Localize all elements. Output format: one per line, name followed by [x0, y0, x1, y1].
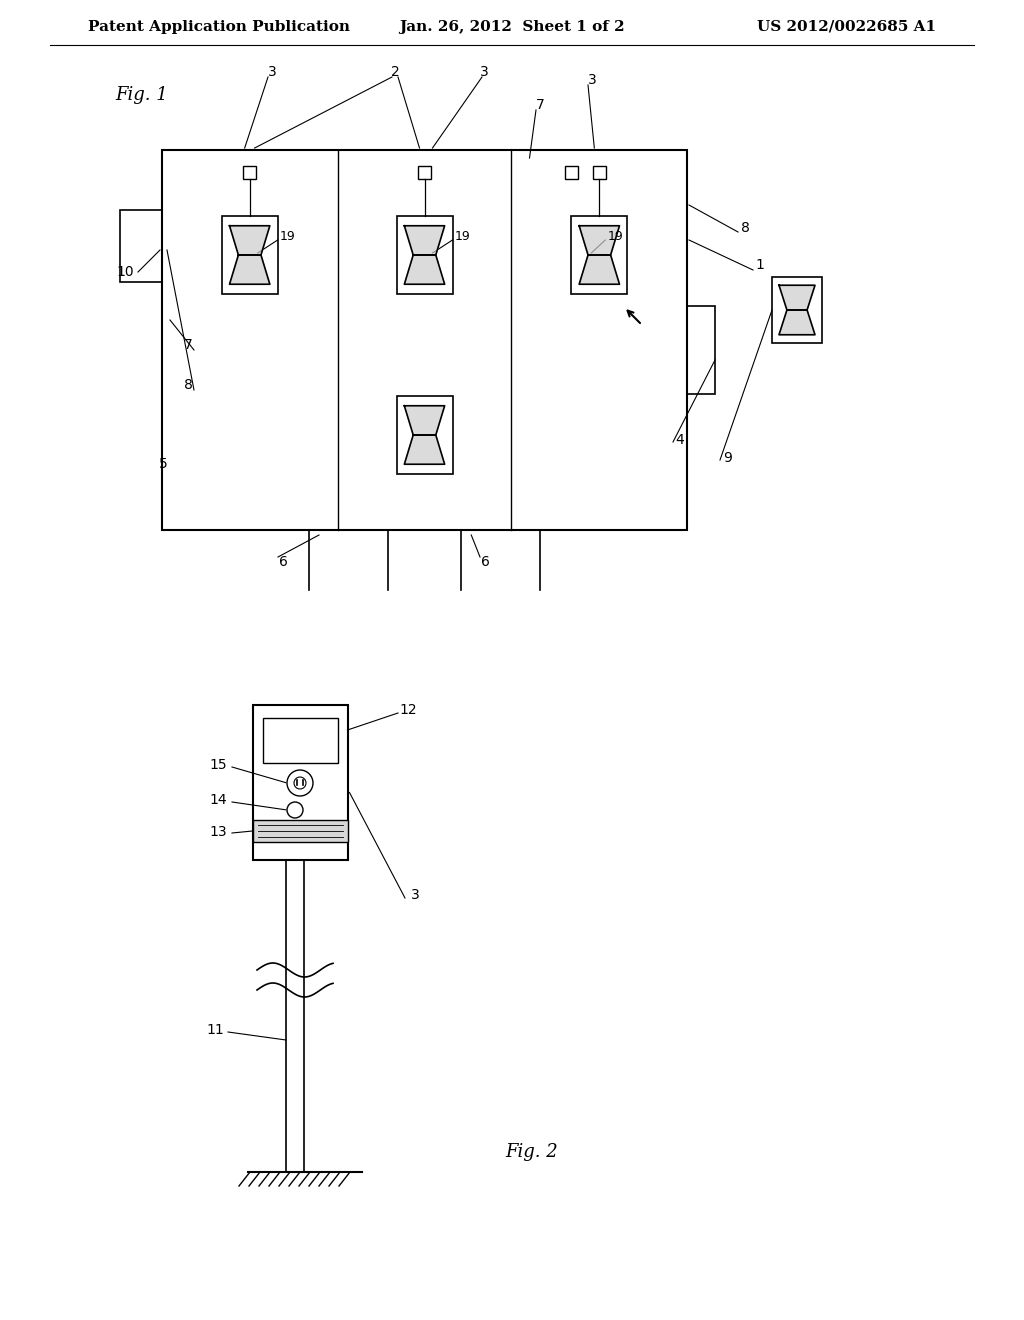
Text: 19: 19 — [280, 231, 296, 243]
Text: 5: 5 — [159, 457, 167, 471]
Bar — [253, 820, 347, 842]
Text: 19: 19 — [455, 231, 470, 243]
Polygon shape — [779, 310, 815, 335]
Text: 11: 11 — [206, 1023, 224, 1038]
Text: Fig. 2: Fig. 2 — [505, 1143, 558, 1162]
Polygon shape — [580, 226, 620, 255]
Text: 8: 8 — [183, 378, 193, 392]
Polygon shape — [580, 255, 620, 284]
Bar — [571, 216, 628, 294]
Bar — [396, 396, 453, 474]
Text: 13: 13 — [209, 825, 226, 840]
Bar — [418, 165, 431, 178]
Bar — [396, 216, 453, 294]
Text: 19: 19 — [607, 231, 623, 243]
Polygon shape — [404, 436, 444, 465]
Bar — [262, 718, 338, 763]
Text: 3: 3 — [588, 73, 596, 87]
Bar — [253, 705, 347, 861]
Text: 6: 6 — [480, 554, 489, 569]
Text: 7: 7 — [183, 338, 193, 352]
Text: Patent Application Publication: Patent Application Publication — [88, 20, 350, 34]
Circle shape — [287, 770, 313, 796]
Text: Jan. 26, 2012  Sheet 1 of 2: Jan. 26, 2012 Sheet 1 of 2 — [399, 20, 625, 34]
Polygon shape — [404, 255, 444, 284]
Text: 14: 14 — [209, 793, 226, 807]
Text: 3: 3 — [267, 65, 276, 79]
Bar — [687, 306, 715, 393]
Text: 10: 10 — [116, 265, 134, 279]
Text: US 2012/0022685 A1: US 2012/0022685 A1 — [757, 20, 936, 34]
Bar — [162, 150, 687, 531]
Text: 1: 1 — [756, 257, 765, 272]
Bar — [120, 210, 162, 282]
Polygon shape — [229, 255, 270, 284]
Text: 4: 4 — [676, 433, 684, 447]
Polygon shape — [779, 285, 815, 310]
Text: Fig. 1: Fig. 1 — [115, 86, 168, 104]
Text: 3: 3 — [479, 65, 488, 79]
Text: 3: 3 — [411, 888, 420, 902]
Bar — [565, 165, 578, 178]
Text: 12: 12 — [399, 704, 417, 717]
Polygon shape — [404, 226, 444, 255]
Text: 9: 9 — [724, 451, 732, 465]
Bar — [772, 277, 822, 343]
Text: 15: 15 — [209, 758, 226, 772]
Bar — [593, 165, 606, 178]
Text: 6: 6 — [279, 554, 288, 569]
Text: 2: 2 — [390, 65, 399, 79]
Text: 8: 8 — [740, 220, 750, 235]
Polygon shape — [229, 226, 270, 255]
Bar — [221, 216, 278, 294]
Bar — [243, 165, 256, 178]
Circle shape — [287, 803, 303, 818]
Text: 7: 7 — [536, 98, 545, 112]
Polygon shape — [404, 405, 444, 436]
